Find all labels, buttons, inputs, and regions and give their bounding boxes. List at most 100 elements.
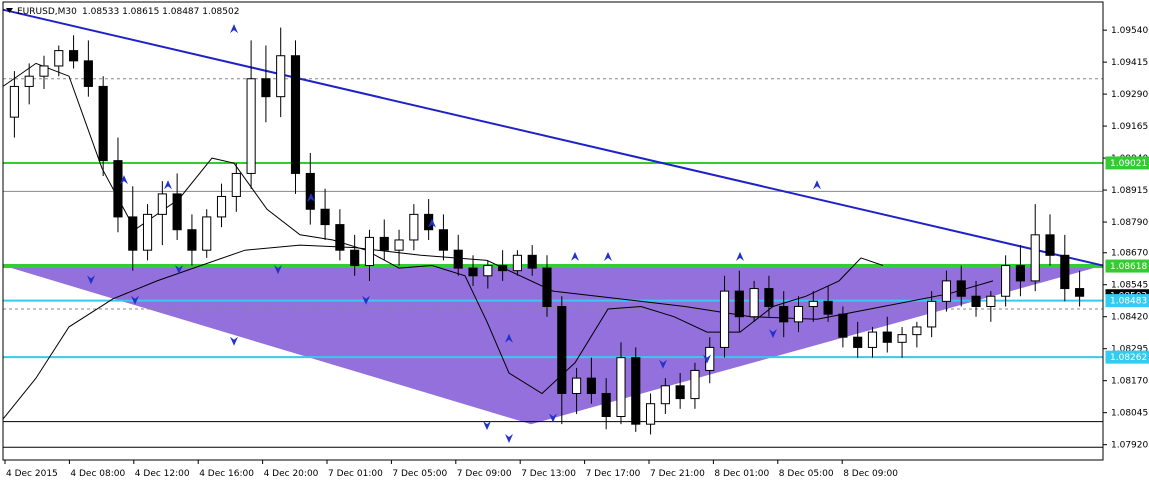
candle-body	[675, 385, 685, 400]
candle-body	[793, 305, 804, 323]
candle-body	[261, 78, 271, 98]
candle-body	[364, 236, 375, 267]
candle-body	[305, 172, 315, 210]
y-tick-label: 1.08045	[1111, 409, 1148, 419]
trendline	[2, 8, 1104, 267]
candle-body	[956, 280, 966, 297]
fractal-down-arrow-icon	[659, 359, 667, 369]
price-tag-label: 1.08262	[1110, 353, 1147, 363]
candle-body	[24, 75, 34, 87]
fractal-up-arrow-icon	[307, 193, 315, 203]
fractal-down-arrow-icon	[483, 421, 491, 431]
fractal-down-arrow-icon	[362, 295, 370, 305]
candle-body	[616, 357, 626, 418]
fractal-up-arrow-icon	[813, 180, 821, 190]
candle-body	[290, 55, 301, 174]
candle-body	[468, 267, 478, 277]
fractal-up-arrow-icon	[736, 251, 744, 261]
candle-body	[690, 369, 700, 400]
candle-body	[128, 216, 138, 251]
candle-body	[631, 357, 641, 425]
fractal-down-arrow-icon	[703, 354, 711, 364]
candle-body	[1045, 234, 1055, 256]
dropdown-triangle-icon[interactable]	[6, 8, 13, 13]
fractal-down-arrow-icon	[131, 295, 139, 305]
y-tick-label: 1.09540	[1111, 26, 1148, 36]
candle-body	[1075, 288, 1085, 297]
price-tag-label: 1.08618	[1110, 262, 1147, 272]
x-tick-label: 4 Dec 08:00	[70, 469, 125, 479]
candles-layer	[9, 27, 1085, 435]
candle-body	[749, 288, 759, 318]
candle-body	[246, 78, 256, 174]
candle-body	[483, 265, 493, 277]
fractal-down-arrow-icon	[87, 275, 95, 285]
y-tick-label: 1.08170	[1111, 377, 1148, 387]
candle-body	[438, 229, 449, 251]
y-tick-label: 1.09290	[1111, 90, 1148, 100]
candle-body	[823, 300, 833, 315]
x-tick-label: 8 Dec 01:00	[714, 469, 769, 479]
price-tag-box	[1105, 259, 1149, 273]
candle-body	[527, 254, 537, 269]
fractal-down-arrow-icon	[505, 433, 513, 443]
x-tick-label: 8 Dec 09:00	[843, 469, 898, 479]
candle-body	[897, 334, 907, 343]
y-tick-label: 1.07920	[1111, 441, 1148, 451]
candle-body	[512, 254, 522, 272]
price-tag-label: 1.09021	[1110, 159, 1147, 169]
candle-body	[941, 280, 952, 302]
x-tick-label: 7 Dec 01:00	[328, 469, 383, 479]
y-tick-label: 1.08420	[1111, 313, 1148, 323]
fractal-down-arrow-icon	[549, 413, 557, 423]
candle-body	[231, 172, 241, 197]
fractal-up-arrow-icon	[230, 24, 238, 34]
moving-average-slow	[2, 244, 994, 420]
y-tick-label: 1.08295	[1111, 345, 1148, 355]
fractal-up-arrow-icon	[164, 180, 172, 190]
candle-body	[542, 267, 552, 307]
candle-body	[394, 239, 404, 251]
candle-body	[779, 305, 789, 323]
candle-body	[409, 213, 419, 241]
candle-body	[379, 236, 389, 251]
fractal-down-arrow-icon	[175, 265, 183, 275]
candle-body	[719, 290, 730, 348]
price-tag-box	[1105, 156, 1149, 170]
chart-header: EURUSD,M30 1.08533 1.08615 1.08487 1.085…	[6, 7, 239, 17]
candle-body	[1060, 254, 1070, 290]
candle-body	[645, 403, 656, 425]
candle-body	[586, 377, 596, 394]
fractals-layer	[87, 24, 821, 443]
horizontal-lines-layer	[3, 78, 1103, 448]
candle-body	[1030, 234, 1040, 282]
fractal-down-arrow-icon	[230, 336, 238, 346]
candle-body	[1001, 265, 1011, 297]
x-tick-label: 4 Dec 2015	[6, 469, 58, 479]
candle-body	[276, 55, 286, 98]
candle-body	[202, 216, 212, 251]
candle-body	[172, 193, 182, 231]
fractal-down-arrow-icon	[769, 329, 777, 339]
candle-body	[660, 385, 670, 405]
candle-body	[187, 229, 197, 251]
x-tick-label: 8 Dec 05:00	[779, 469, 834, 479]
candle-body	[912, 326, 922, 336]
x-tick-label: 7 Dec 13:00	[521, 469, 576, 479]
candle-body	[113, 160, 123, 218]
candle-body	[216, 195, 227, 218]
candle-body	[54, 50, 64, 67]
candle-body	[572, 377, 582, 394]
candle-body	[320, 208, 330, 226]
candle-body	[601, 392, 611, 418]
y-tick-label: 1.08915	[1111, 186, 1148, 196]
candle-body	[498, 265, 508, 272]
candle-body	[853, 336, 863, 348]
fractal-up-arrow-icon	[571, 251, 579, 261]
x-tick-label: 7 Dec 09:00	[457, 469, 512, 479]
fractal-up-arrow-icon	[120, 175, 128, 185]
